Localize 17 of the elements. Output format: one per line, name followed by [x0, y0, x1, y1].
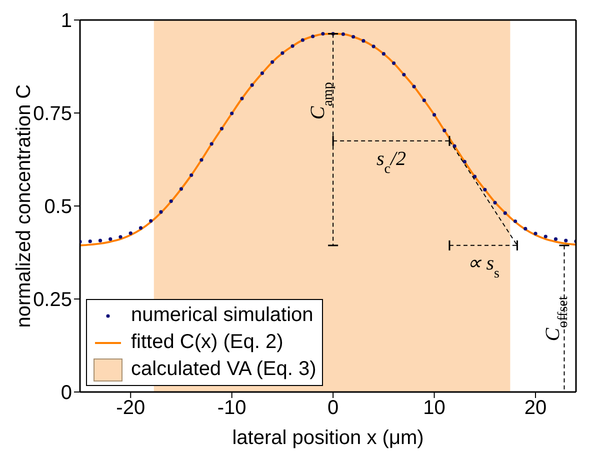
y-tick-label: 1: [60, 10, 72, 32]
band-label: calculated VA (Eq. 3): [131, 358, 316, 380]
legend-label: numerical simulation: [131, 304, 314, 326]
y-tick-label: 0: [60, 382, 72, 404]
x-tick-label: 0: [328, 397, 339, 420]
annotation: ∝ s$_{s}$: [467, 252, 500, 281]
x-tick-label: 20: [524, 397, 547, 420]
y-tick-label: 0.75: [33, 103, 72, 126]
x-tick-label: -10: [217, 397, 246, 420]
annotation: s$_{c}$/2: [376, 148, 406, 176]
y-tick-label: 0.5: [44, 196, 72, 218]
x-tick-label: -20: [116, 397, 146, 420]
x-axis-title: lateral position x (μm): [232, 427, 424, 449]
legend-label: fitted C(x) (Eq. 2): [131, 331, 284, 353]
y-axis-title: normalized concentration C: [13, 84, 35, 328]
y-tick-label: 0.25: [33, 289, 72, 312]
x-tick-label: 10: [423, 397, 446, 420]
